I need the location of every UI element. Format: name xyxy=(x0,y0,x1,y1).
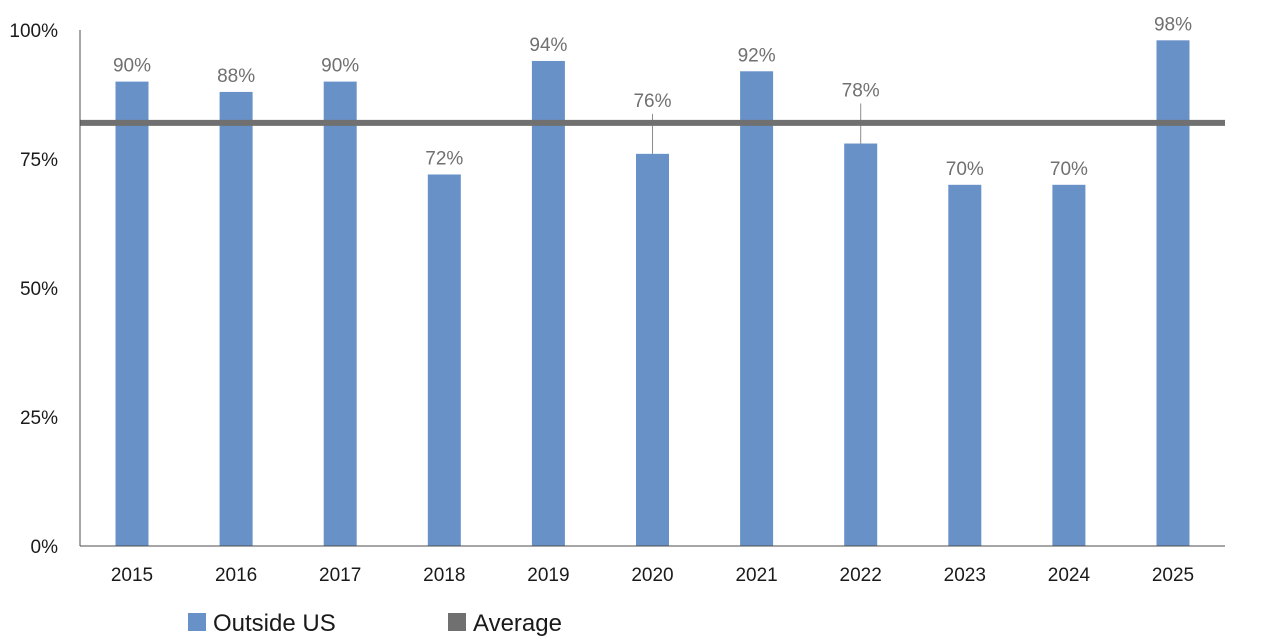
data-label-2019: 94% xyxy=(529,35,567,56)
axes xyxy=(79,30,1225,547)
data-label-2015: 90% xyxy=(113,56,151,77)
bar-2015 xyxy=(115,81,149,546)
data-label-2020: 76% xyxy=(633,91,671,112)
data-label-2022: 78% xyxy=(842,81,880,102)
data-label-2025: 98% xyxy=(1154,14,1192,35)
y-tick-label: 50% xyxy=(20,279,58,300)
data-labels: 90% 88% 90% 72% 94% 76% 92% 78% 70% 70% 98% xyxy=(113,14,1192,179)
x-tick-label-2025: 2025 xyxy=(1152,565,1194,586)
legend-swatch-average xyxy=(448,613,466,631)
bar-2017 xyxy=(323,81,357,546)
legend-label-outside-us: Outside US xyxy=(213,610,336,637)
legend-swatch-outside-us xyxy=(188,613,206,631)
x-tick-label-2019: 2019 xyxy=(527,565,569,586)
bar-2018 xyxy=(427,174,461,547)
data-label-2017: 90% xyxy=(321,56,359,77)
data-label-2024: 70% xyxy=(1050,159,1088,180)
x-tick-label-2017: 2017 xyxy=(319,565,361,586)
x-tick-label-2016: 2016 xyxy=(215,565,257,586)
y-tick-label: 75% xyxy=(20,150,58,171)
legend-label-average: Average xyxy=(473,610,562,637)
bar-2020 xyxy=(636,153,669,546)
bar-2025 xyxy=(1156,40,1190,546)
x-tick-label-2024: 2024 xyxy=(1048,565,1091,586)
x-tick-label-2015: 2015 xyxy=(111,565,153,586)
data-label-2018: 72% xyxy=(425,148,463,169)
data-label-2016: 88% xyxy=(217,66,255,87)
x-tick-label-2023: 2023 xyxy=(944,565,986,586)
bars xyxy=(115,40,1190,547)
bar-2023 xyxy=(948,184,982,547)
data-label-2021: 92% xyxy=(738,45,776,66)
y-tick-label: 100% xyxy=(9,21,58,42)
y-tick-label: 0% xyxy=(31,537,59,558)
bar-2021 xyxy=(740,71,774,546)
legend: Outside US Average xyxy=(188,610,562,637)
bar-2016 xyxy=(219,91,253,547)
y-tick-label: 25% xyxy=(20,408,58,429)
x-tick-label-2022: 2022 xyxy=(840,565,882,586)
bar-2024 xyxy=(1052,184,1086,547)
bar-2022 xyxy=(844,143,878,546)
x-axis-labels: 2015 2016 2017 2018 2019 2020 2021 2022 2023 2024… xyxy=(111,565,1194,586)
x-tick-label-2018: 2018 xyxy=(423,565,465,586)
data-label-2023: 70% xyxy=(946,159,984,180)
bar-2019 xyxy=(531,60,565,547)
x-tick-label-2020: 2020 xyxy=(631,565,673,586)
y-axis-labels: 0% 25% 50% 75% 100% xyxy=(9,21,58,558)
x-tick-label-2021: 2021 xyxy=(735,565,777,586)
